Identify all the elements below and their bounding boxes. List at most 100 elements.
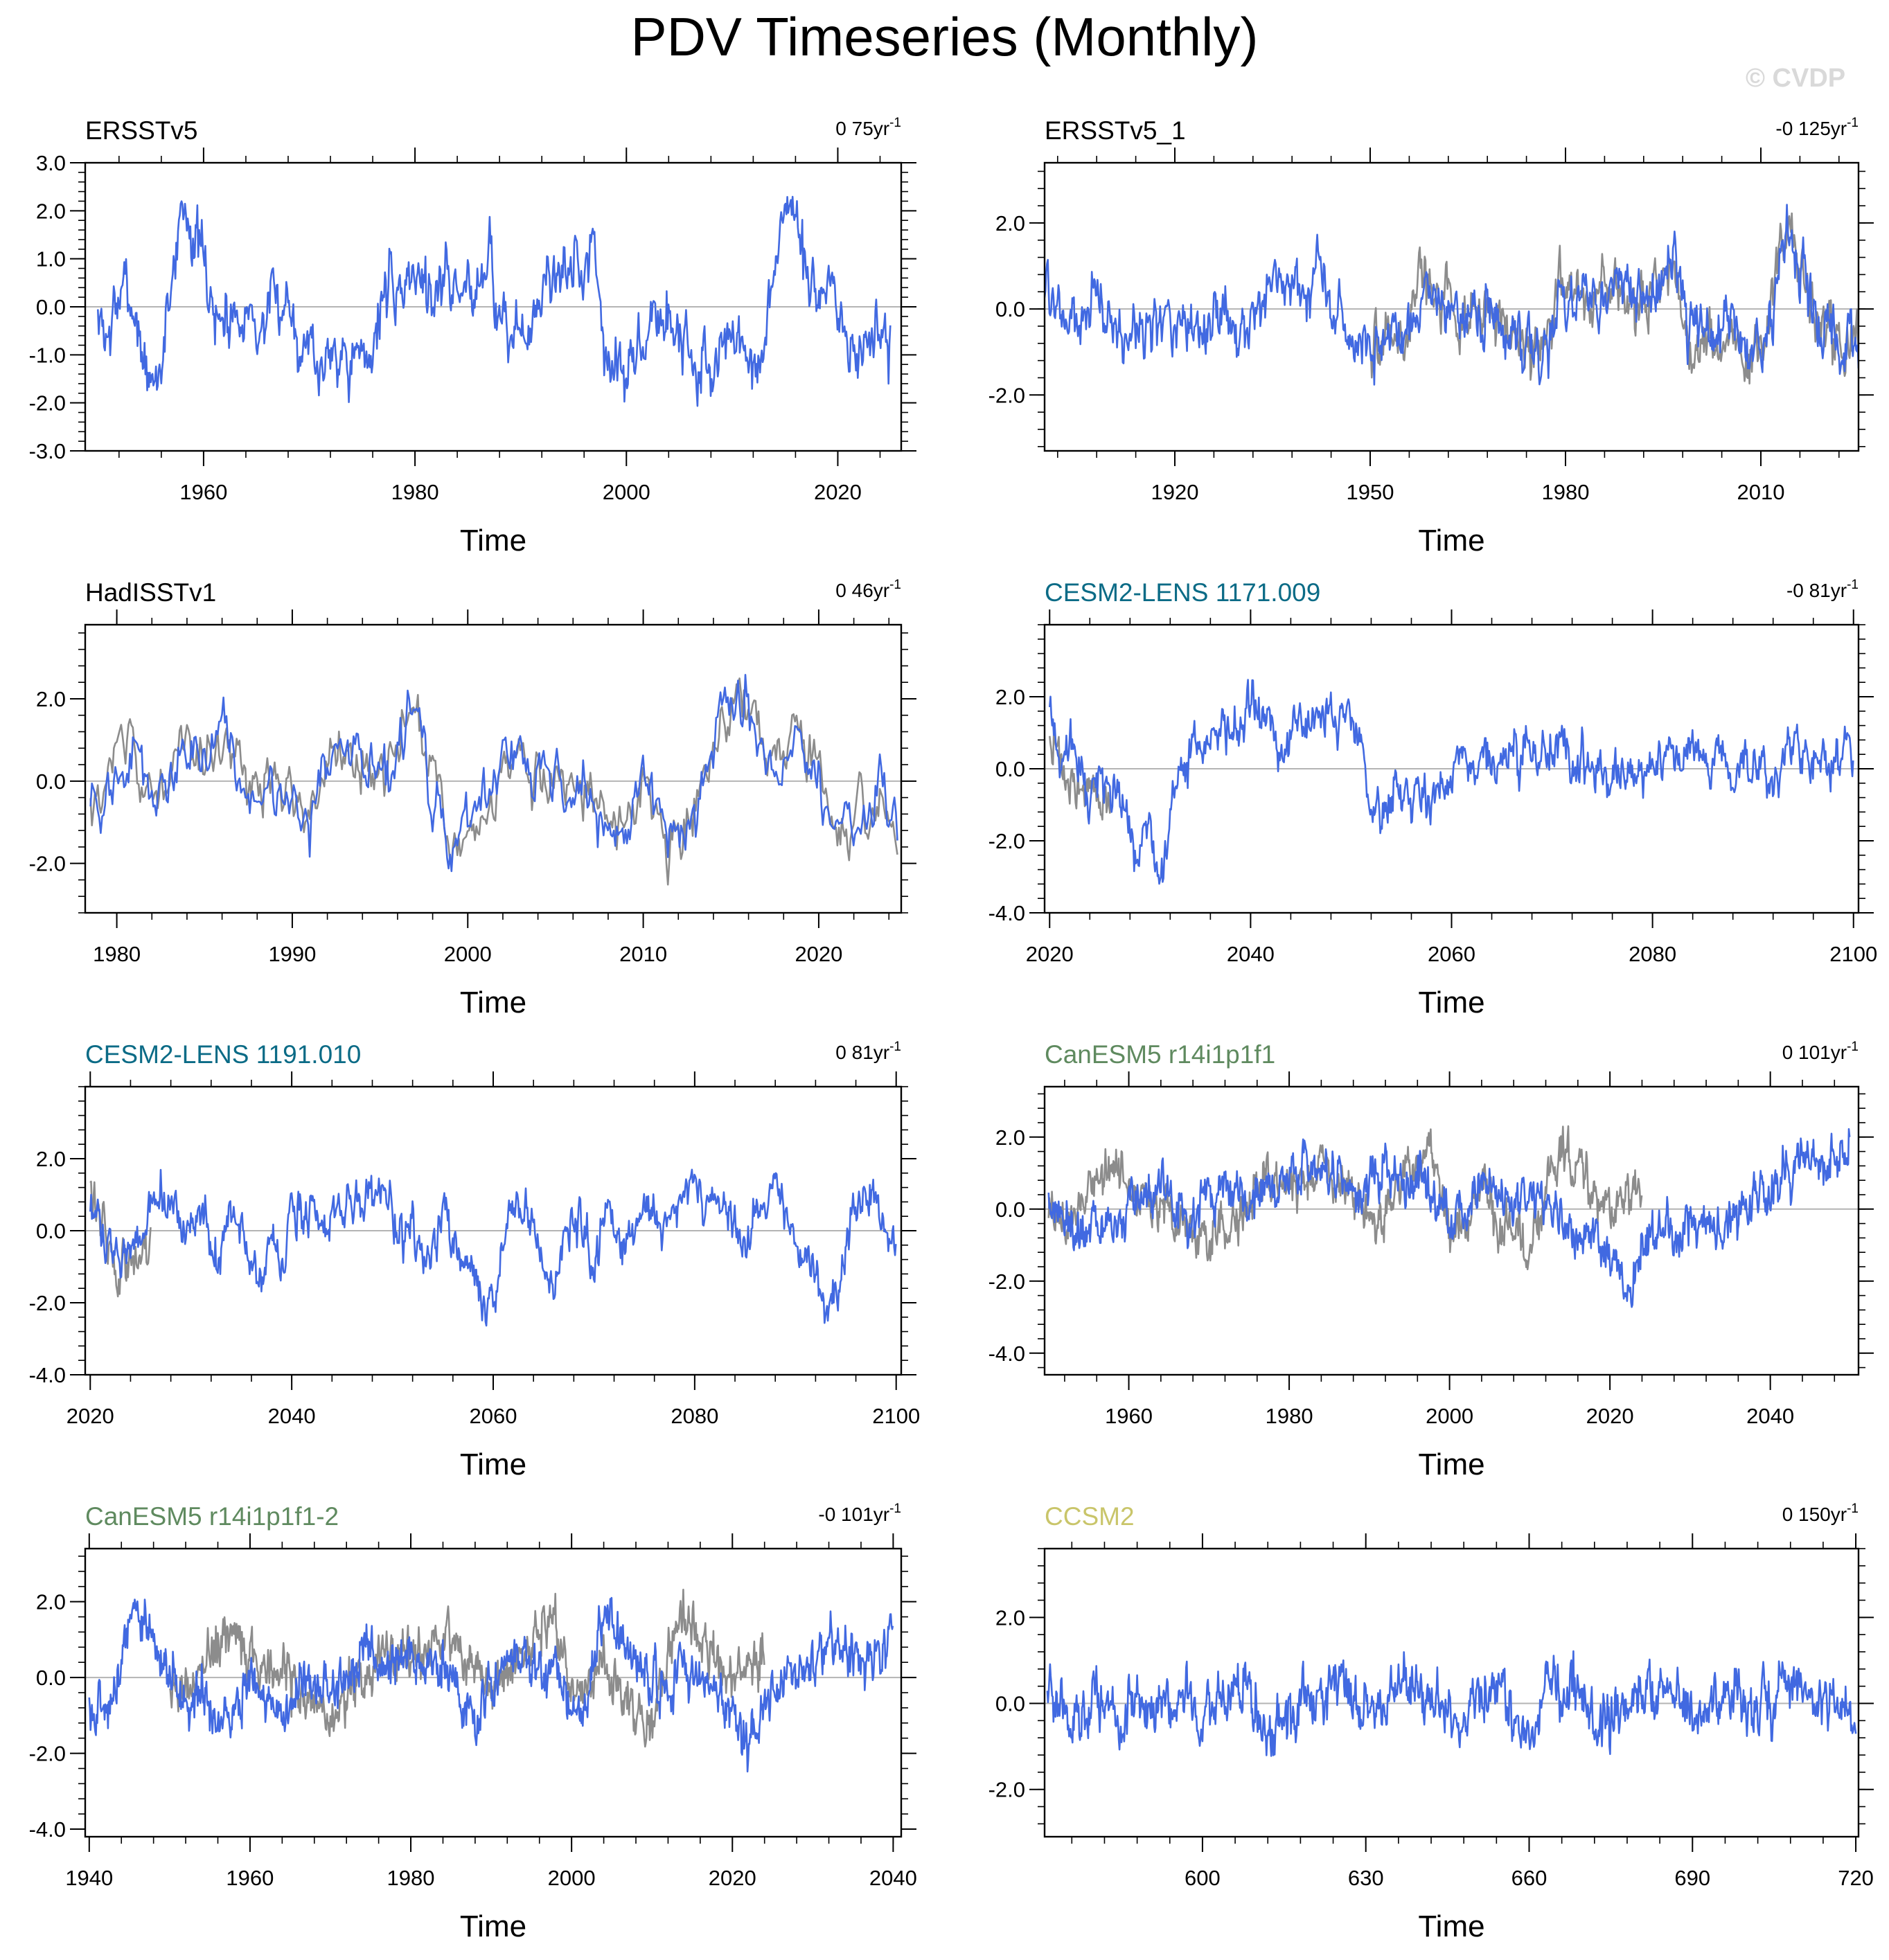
- y-tick-label: 0.0: [995, 1692, 1025, 1716]
- trend-label: 0 150yr-1: [1782, 1502, 1859, 1525]
- panel-b: -2.0 0.0 2.0 1920 1950 1980 2010 Time ERSSTv5_1 -…: [988, 116, 1874, 558]
- y-tick-label: -2.0: [29, 391, 66, 416]
- panel-title: ERSSTv5: [85, 116, 197, 145]
- trend-exponent: -1: [1847, 1502, 1859, 1516]
- x-tick-label: 660: [1511, 1866, 1547, 1890]
- y-tick-label: -4.0: [988, 1342, 1025, 1366]
- trend-value: -0 101yr: [818, 1504, 889, 1525]
- model-series-line: [89, 674, 898, 873]
- trend-exponent: -1: [1847, 578, 1859, 592]
- model-series-line: [1046, 1650, 1857, 1757]
- trend-exponent: -1: [1847, 1040, 1859, 1054]
- y-tick-label: -2.0: [29, 1742, 66, 1766]
- x-tick-label: 1980: [387, 1866, 435, 1890]
- panel-h: -2.0 0.0 2.0 600 630 660 690 720 Time CCSM2 0 150y…: [988, 1502, 1874, 1943]
- panel-title: CanESM5 r14i1p1f1-2: [85, 1502, 339, 1531]
- x-tick-label: 2000: [444, 942, 492, 966]
- model-series-line: [1045, 204, 1859, 386]
- x-tick-label: 2040: [869, 1866, 917, 1890]
- y-tick-label: 2.0: [995, 1125, 1025, 1150]
- x-axis-label: Time: [1418, 1909, 1484, 1943]
- x-tick-label: 2060: [1428, 942, 1475, 966]
- trend-label: -0 101yr-1: [818, 1502, 901, 1525]
- trend-label: 0 75yr-1: [835, 116, 901, 139]
- x-tick-label: 1980: [391, 480, 439, 504]
- trend-exponent: -1: [1847, 116, 1859, 130]
- panel-f: -4.0 -2.0 0.0 2.0 1960 1980 2000 2020 2040 Time Ca…: [988, 1040, 1874, 1481]
- x-tick-label: 630: [1348, 1866, 1384, 1890]
- y-tick-label: 2.0: [36, 1147, 66, 1171]
- y-tick-label: 2.0: [36, 687, 66, 711]
- x-tick-label: 1960: [1105, 1404, 1153, 1428]
- y-tick-label: 0.0: [36, 1219, 66, 1243]
- y-tick-label: -4.0: [988, 901, 1025, 925]
- trend-label: 0 46yr-1: [835, 578, 901, 601]
- x-tick-label: 2020: [795, 942, 842, 966]
- trend-exponent: -1: [889, 1502, 901, 1516]
- model-series-line: [89, 1168, 897, 1327]
- trend-label: 0 101yr-1: [1782, 1040, 1859, 1063]
- y-tick-label: -2.0: [988, 1269, 1025, 1294]
- panel-title: CESM2-LENS 1191.010: [85, 1040, 361, 1069]
- y-tick-label: 2.0: [36, 199, 66, 223]
- y-tick-label: -2.0: [988, 829, 1025, 853]
- trend-value: -0 81yr: [1786, 580, 1847, 601]
- y-tick-label: 0.0: [36, 295, 66, 319]
- trend-value: 0 81yr: [835, 1042, 889, 1063]
- y-tick-label: -2.0: [29, 852, 66, 876]
- x-tick-label: 2020: [1026, 942, 1074, 966]
- x-axis-label: Time: [1418, 1447, 1484, 1481]
- x-tick-label: 2020: [1586, 1404, 1634, 1428]
- trend-value: 0 101yr: [1782, 1042, 1847, 1063]
- x-tick-label: 2100: [1829, 942, 1877, 966]
- x-axis-label: Time: [460, 1909, 526, 1943]
- x-tick-label: 1940: [65, 1866, 113, 1890]
- y-tick-label: -2.0: [988, 383, 1025, 407]
- x-tick-label: 1920: [1151, 480, 1199, 504]
- trend-exponent: -1: [889, 116, 901, 130]
- y-tick-label: 1.0: [36, 247, 66, 271]
- y-tick-label: 0.0: [995, 1197, 1025, 1222]
- y-tick-label: -2.0: [29, 1291, 66, 1315]
- y-tick-label: 0.0: [995, 757, 1025, 781]
- plot-frame: [1043, 161, 1860, 452]
- plot-frame: [84, 623, 903, 914]
- y-tick-label: -4.0: [29, 1363, 66, 1387]
- x-tick-label: 2040: [1746, 1404, 1794, 1428]
- panel-g: -4.0 -2.0 0.0 2.0 1940 1960 1980 2000 2020 2040 Ti…: [29, 1502, 917, 1943]
- model-series-line: [1047, 1128, 1851, 1308]
- model-series-line: [88, 1596, 894, 1773]
- panel-e: -4.0 -2.0 0.0 2.0 2020 2040 2060 2080 2100 Time CE…: [29, 1040, 921, 1481]
- panel-d: -4.0 -2.0 0.0 2.0 2020 2040 2060 2080 2100 Time CE…: [988, 578, 1878, 1019]
- x-tick-label: 1980: [93, 942, 141, 966]
- panel-a: -3.0 -2.0 -1.0 0.0 1.0 2.0 3.0 1960 1980 2000 2020…: [29, 116, 916, 558]
- panel-title: ERSSTv5_1: [1045, 116, 1186, 145]
- model-series-line: [1049, 679, 1854, 885]
- x-tick-label: 2010: [619, 942, 667, 966]
- x-tick-label: 2010: [1737, 480, 1785, 504]
- x-tick-label: 2000: [1426, 1404, 1473, 1428]
- x-tick-label: 1960: [179, 480, 227, 504]
- x-axis-label: Time: [460, 1447, 526, 1481]
- y-tick-label: 2.0: [36, 1590, 66, 1614]
- x-tick-label: 720: [1838, 1866, 1874, 1890]
- panel-title: CESM2-LENS 1171.009: [1045, 578, 1320, 607]
- y-tick-label: 2.0: [995, 685, 1025, 709]
- figure-title: PDV Timeseries (Monthly): [630, 6, 1259, 67]
- x-tick-label: 2040: [268, 1404, 316, 1428]
- x-tick-label: 1980: [1266, 1404, 1313, 1428]
- x-tick-label: 600: [1185, 1866, 1221, 1890]
- panel-title: CanESM5 r14i1p1f1: [1045, 1040, 1275, 1069]
- panel-title: CCSM2: [1045, 1502, 1135, 1531]
- x-tick-label: 690: [1674, 1866, 1710, 1890]
- x-axis-label: Time: [1418, 986, 1484, 1019]
- x-tick-label: 2020: [814, 480, 862, 504]
- trend-exponent: -1: [889, 578, 901, 592]
- panel-c: -2.0 0.0 2.0 1980 1990 2000 2010 2020 Time HadISS…: [29, 578, 916, 1019]
- trend-label: -0 81yr-1: [1786, 578, 1859, 601]
- y-tick-label: -3.0: [29, 439, 66, 463]
- trend-label: 0 81yr-1: [835, 1040, 901, 1063]
- y-tick-label: 0.0: [36, 1666, 66, 1690]
- trend-value: 0 150yr: [1782, 1504, 1847, 1525]
